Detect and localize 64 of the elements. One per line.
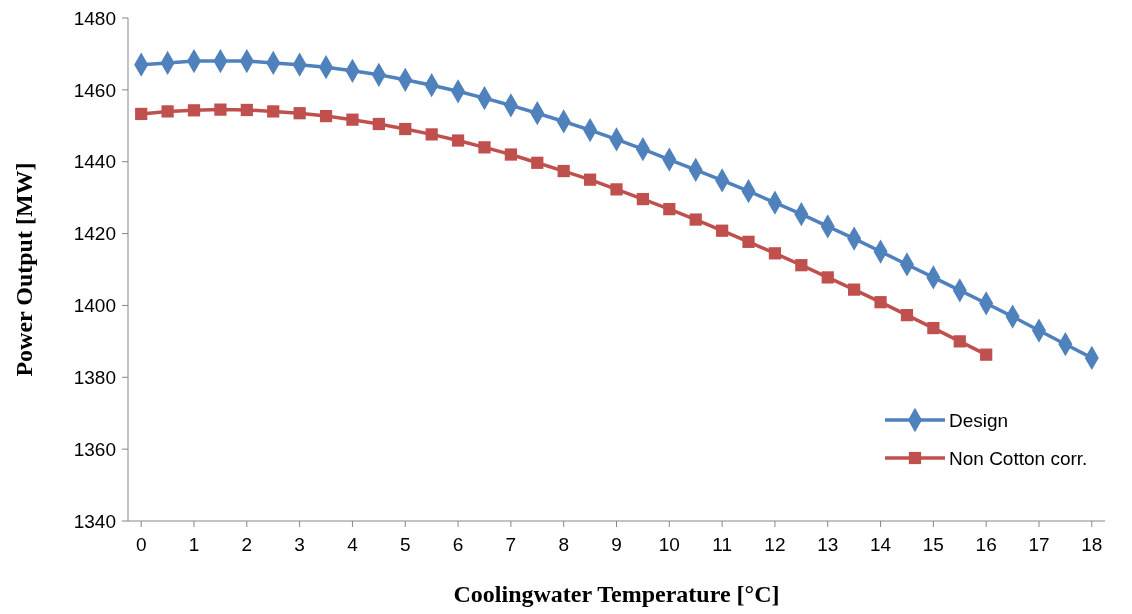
y-tick-label: 1400 [73,295,116,317]
point [610,183,623,196]
y-tick-label: 1460 [73,79,116,101]
point [135,107,148,121]
x-tick-label: 14 [869,534,892,555]
y-tick-label: 1420 [73,223,116,245]
y-tick-label: 1440 [73,151,116,173]
point [319,109,333,123]
x-tick-label: 18 [1081,534,1103,555]
point [267,105,280,118]
point [478,141,491,154]
point [372,117,385,131]
x-tick-label: 15 [922,534,944,555]
point [716,224,729,237]
x-tick-label: 6 [452,534,464,555]
point [927,321,940,335]
x-tick-label: 0 [135,534,147,555]
point [451,134,465,147]
point [187,104,201,117]
point [214,103,227,116]
point [240,103,253,117]
point [821,271,834,284]
x-tick-label: 3 [294,534,305,555]
x-tick-label: 4 [347,534,359,555]
point [953,335,966,348]
y-tick-label: 1340 [73,510,116,532]
point [848,283,861,296]
x-tick-label: 13 [817,534,839,555]
point [689,213,702,226]
point [425,128,438,141]
x-tick-label: 9 [611,534,622,555]
x-tick-label: 2 [241,534,253,555]
legend-label: Design [949,409,1009,431]
point [346,113,359,126]
x-tick-label: 12 [764,534,786,555]
x-tick-label: 8 [558,534,569,555]
point [531,156,544,169]
x-tick-label: 11 [712,534,732,555]
x-tick-label: 5 [399,534,411,555]
point [636,192,650,206]
point [795,259,808,272]
point [293,107,306,120]
point [557,164,570,178]
x-tick-label: 17 [1028,534,1050,555]
legend-label: Non Cotton corr. [949,447,1088,469]
y-axis-title: Power Output [MW] [11,162,37,377]
x-tick-label: 16 [975,534,997,555]
y-tick-label: 1380 [73,366,116,388]
x-tick-label: 1 [188,534,200,555]
point [504,148,517,161]
point [399,122,412,136]
point [663,203,676,216]
y-tick-label: 1360 [73,438,116,460]
x-axis-title: Coolingwater Temperature [°C] [453,581,780,607]
point [874,296,887,309]
y-tick-label: 1480 [73,7,116,29]
point [742,235,755,248]
x-tick-label: 7 [505,534,517,555]
point [161,105,174,118]
point [768,247,782,260]
point [980,348,993,361]
point [900,309,914,322]
point [583,173,597,186]
x-tick-label: 10 [658,534,680,555]
